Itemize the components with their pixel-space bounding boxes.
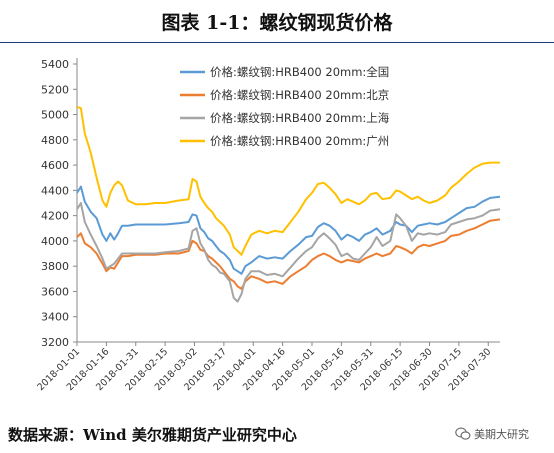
legend-label-4: 价格:螺纹钢:HRB400 20mm:广州 bbox=[210, 134, 389, 148]
wechat-icon bbox=[455, 427, 471, 440]
y-tick-label: 3400 bbox=[41, 311, 69, 324]
legend-label-3: 价格:螺纹钢:HRB400 20mm:上海 bbox=[210, 111, 390, 125]
watermark-label: 美期大研究 bbox=[474, 428, 529, 441]
series-line-2 bbox=[76, 218, 501, 290]
y-tick-label: 4800 bbox=[41, 134, 69, 147]
y-tick-label: 5000 bbox=[41, 109, 69, 122]
data-source: 数据来源：Wind 美尔雅期货产业研究中心 bbox=[8, 426, 297, 444]
chart-title: 图表 1-1：螺纹钢现货价格 bbox=[161, 12, 393, 34]
line-chart: 3200 3400 3600 3800 4000 4200 4400 4600 4800 5000… bbox=[35, 58, 501, 393]
series-line-4 bbox=[76, 106, 500, 256]
y-tick-label: 4200 bbox=[41, 210, 69, 223]
y-tick-label: 3600 bbox=[41, 285, 69, 298]
chart-series bbox=[76, 106, 501, 303]
watermark: 美期大研究 bbox=[455, 426, 529, 442]
y-tick-label: 5400 bbox=[41, 58, 69, 71]
chart-axes: 3200 3400 3600 3800 4000 4200 4400 4600 4800 5000… bbox=[35, 58, 500, 393]
legend-label-2: 价格:螺纹钢:HRB400 20mm:北京 bbox=[210, 88, 389, 102]
y-tick-label: 4600 bbox=[41, 159, 69, 172]
y-tick-label: 3200 bbox=[41, 336, 69, 349]
y-tick-label: 4400 bbox=[41, 184, 69, 197]
title-divider bbox=[0, 42, 554, 43]
y-tick-label: 4000 bbox=[41, 235, 69, 248]
y-tick-label: 3800 bbox=[41, 260, 69, 273]
legend-label-1: 价格:螺纹钢:HRB400 20mm:全国 bbox=[210, 65, 389, 79]
series-line-1 bbox=[76, 185, 501, 275]
series-line-3 bbox=[76, 202, 501, 303]
y-tick-label: 5200 bbox=[41, 83, 69, 96]
